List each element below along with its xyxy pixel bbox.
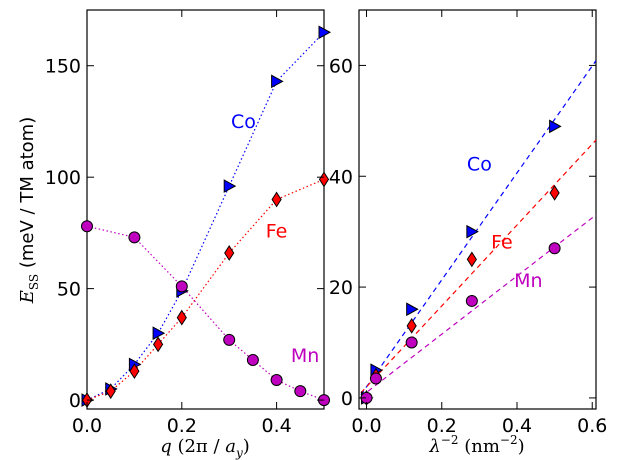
data-point-mn [465, 294, 478, 307]
data-point-fe [466, 251, 477, 268]
data-point-mn [175, 280, 188, 293]
data-point-fe [153, 336, 164, 353]
series-label-fe: Fe [266, 220, 288, 242]
data-point-mn [128, 231, 141, 244]
y-tick-label: 150 [45, 56, 81, 78]
series-label-fe: Fe [491, 231, 513, 253]
y-tick-label: 40 [329, 166, 353, 188]
x-tick-label: 0.0 [351, 415, 381, 437]
series-label-co: Co [467, 154, 492, 176]
series-line-mn [86, 225, 325, 401]
x-tick-label: 0.4 [502, 415, 532, 437]
right-plot-frame [358, 9, 597, 410]
left-panel: 0.0 0.2 0.4 0 50 100 150 Co Fe Mn ESS (meV / TM … [17, 9, 332, 460]
x-tick-label: 0.4 [261, 415, 291, 437]
x-tick-label: 0.0 [72, 415, 102, 437]
fit-line-fe [360, 139, 597, 394]
y-tick-label: 0 [69, 390, 81, 412]
data-point-co [406, 302, 419, 317]
y-tick-label: 100 [45, 167, 81, 189]
x-tick-label: 0.6 [577, 415, 607, 437]
data-point-fe [224, 245, 235, 261]
series-label-mn: Mn [514, 270, 542, 292]
left-y-axis-label: ESS (meV / TM atom) [17, 117, 41, 304]
data-point-co [549, 119, 562, 134]
series-line-fe [86, 178, 325, 401]
data-point-fe [129, 363, 140, 380]
data-point-mn [223, 333, 236, 346]
series-label-co: Co [231, 111, 256, 133]
data-point-mn [270, 374, 283, 387]
x-tick-label: 0.2 [427, 415, 457, 437]
data-point-co [466, 224, 479, 239]
data-point-fe [105, 383, 116, 400]
data-point-fe [271, 191, 282, 208]
y-tick-label: 0 [341, 388, 353, 410]
data-point-mn [405, 336, 418, 349]
data-point-mn [369, 372, 382, 385]
data-point-fe [406, 317, 417, 334]
data-point-co [271, 74, 284, 89]
y-tick-label: 50 [57, 279, 81, 301]
data-point-mn [81, 220, 93, 233]
right-x-axis-label: λ−2 (nm−2) [428, 433, 524, 457]
left-plot-frame [86, 9, 325, 410]
y-tick-label: 60 [329, 55, 353, 77]
fit-line-mn [360, 214, 597, 398]
data-point-co [223, 179, 237, 193]
x-tick-label: 0.2 [167, 415, 197, 437]
data-point-mn [294, 385, 307, 398]
data-point-mn [548, 242, 561, 255]
data-point-mn [246, 353, 259, 366]
data-point-fe [318, 171, 330, 188]
series-line-co [86, 31, 325, 401]
fit-line-co [360, 60, 597, 396]
y-tick-label: 20 [329, 277, 353, 299]
data-point-co [152, 326, 166, 341]
series-label-mn: Mn [291, 345, 319, 367]
data-point-co [318, 25, 332, 40]
data-point-fe [549, 184, 560, 201]
left-x-axis-label: q (2π / ay) [160, 436, 250, 460]
data-point-fe [176, 309, 187, 326]
